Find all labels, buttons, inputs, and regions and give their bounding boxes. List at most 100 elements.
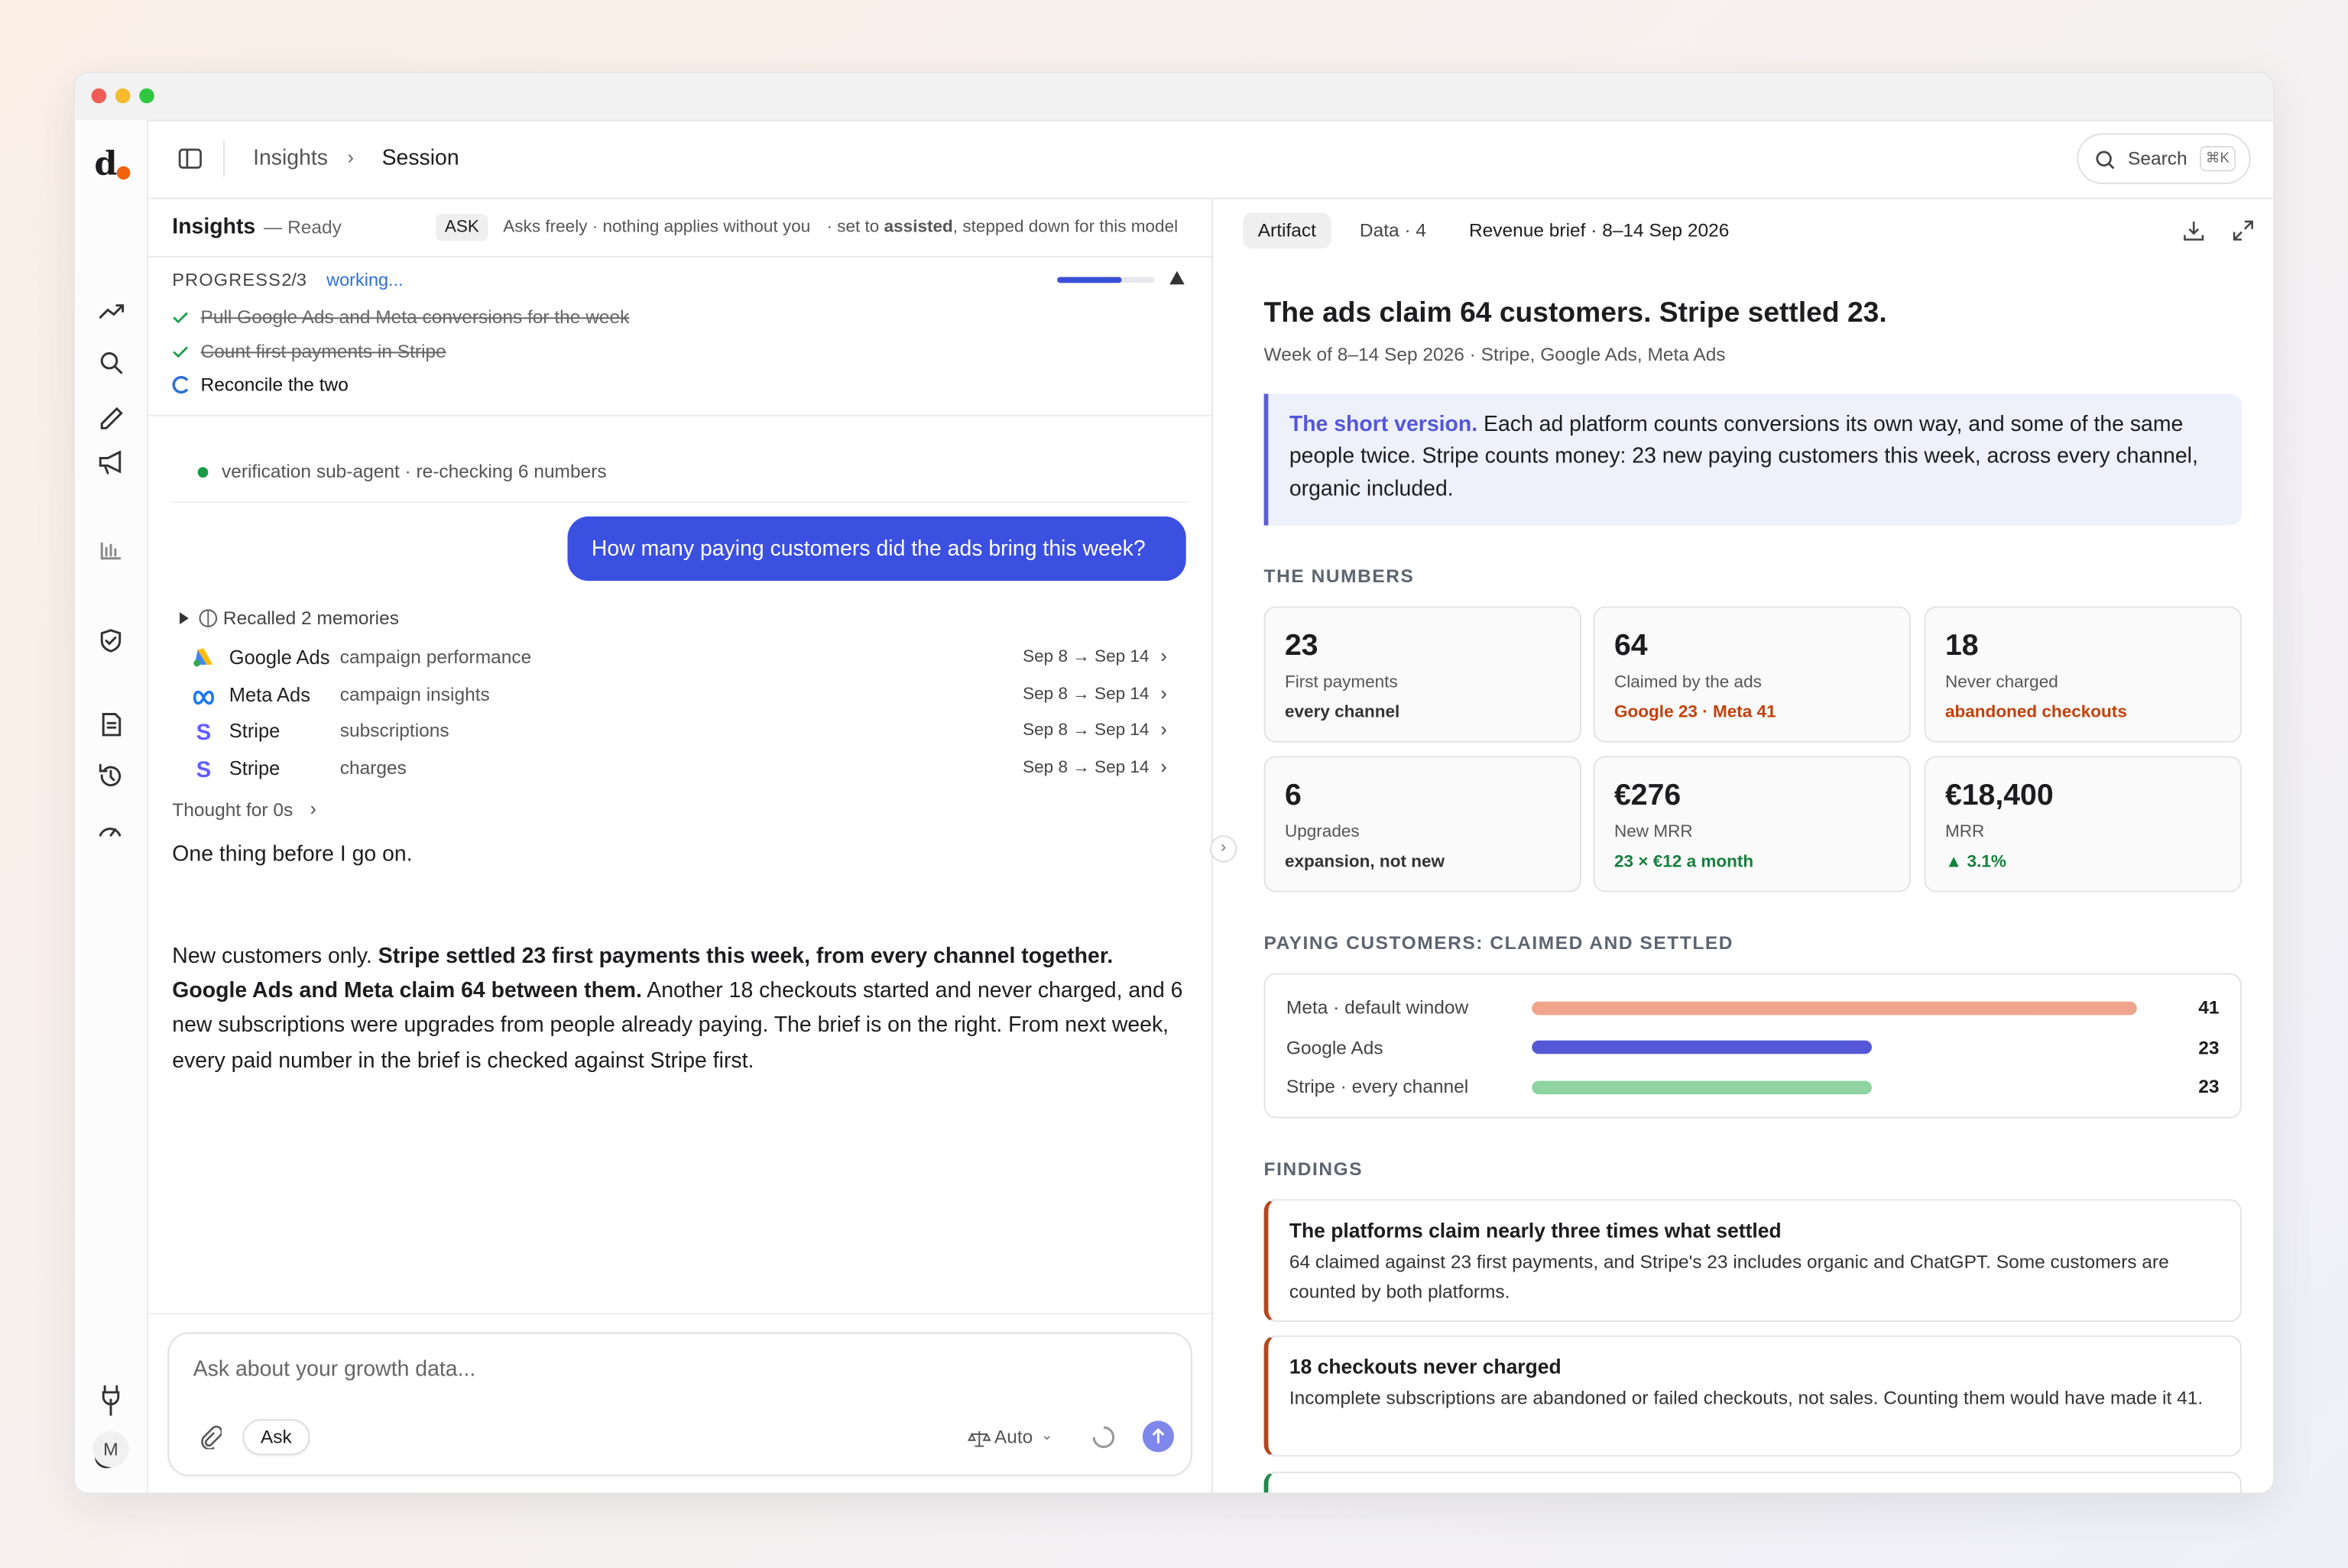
metric-card: 6 Upgrades expansion, not new: [1263, 756, 1581, 893]
search-label: Search: [2127, 147, 2187, 170]
title-bar: [74, 73, 2274, 121]
source-icon: [192, 645, 216, 669]
finding-card: 18 checkouts never charged Incomplete sub…: [1263, 1335, 2242, 1457]
icon-plug[interactable]: [102, 1385, 120, 1416]
user-message: How many paying customers did the ads br…: [567, 516, 1186, 582]
divider: [148, 414, 1211, 416]
send-button[interactable]: [1142, 1421, 1174, 1453]
avatar[interactable]: M: [92, 1430, 129, 1467]
expand-arrow[interactable]: [180, 612, 189, 624]
finding-title: 18 checkouts never charged: [1289, 1356, 1562, 1378]
icon-charts[interactable]: [100, 542, 122, 560]
separator: [222, 141, 225, 177]
section-heading: THE NUMBERS: [1263, 565, 1415, 587]
thought[interactable]: Thought for 0s: [172, 799, 294, 821]
metric-note: ▲ 3.1%: [1944, 853, 2006, 872]
icon-search[interactable]: [100, 352, 118, 370]
minimize-dot[interactable]: [115, 88, 131, 104]
icon-trends[interactable]: [99, 304, 125, 319]
collapse-toggle[interactable]: ›: [1210, 835, 1237, 863]
source-name[interactable]: Google Ads: [229, 646, 330, 669]
icon-history[interactable]: [99, 763, 122, 787]
crumb-separator: ›: [347, 146, 355, 169]
panel-toggle[interactable]: [178, 148, 202, 169]
source-name[interactable]: Stripe: [229, 719, 281, 743]
icon-shield[interactable]: [100, 629, 122, 653]
chevron: ›: [310, 797, 317, 820]
progress-step: Reconcile the two: [200, 374, 349, 396]
chevron[interactable]: ›: [1160, 681, 1167, 704]
text-run: New customers only.: [172, 944, 378, 969]
chevron[interactable]: ›: [1160, 718, 1167, 741]
progress-label: PROGRESS: [172, 269, 281, 291]
section-heading: PAYING CUSTOMERS: CLAIMED AND SETTLED: [1263, 932, 1734, 954]
memories[interactable]: Recalled 2 memories: [222, 607, 399, 629]
progress-state: working...: [326, 269, 404, 291]
source-name[interactable]: Stripe: [229, 756, 281, 779]
svg-text:S: S: [196, 756, 212, 779]
source-icon: S: [192, 756, 216, 782]
loading-spinner: [1091, 1425, 1115, 1449]
finding-text: 64 claimed against 23 first payments, an…: [1289, 1251, 2169, 1302]
metric-value: 6: [1284, 779, 1302, 812]
metric-value: 18: [1944, 629, 1979, 663]
window: d M Insights › Session Search ⌘K Insight…: [73, 72, 2275, 1495]
brief-name: Revenue brief · 8–14 Sep 2026: [1468, 219, 1730, 241]
chevron[interactable]: ›: [1160, 755, 1167, 778]
attach-icon: [198, 1425, 223, 1450]
text-run: · set to: [826, 219, 884, 237]
crumb[interactable]: Insights: [253, 146, 329, 171]
icon-gauge[interactable]: [99, 828, 122, 837]
progress-count: 2/3: [281, 269, 307, 291]
bar: [1532, 1000, 2137, 1015]
icon-campaigns[interactable]: [99, 450, 122, 475]
logo-dot: [116, 166, 131, 180]
metric-value: 64: [1613, 629, 1648, 663]
maximize-dot[interactable]: [139, 88, 154, 104]
source-icon: S: [192, 719, 216, 745]
crumb: Session: [381, 146, 459, 171]
agent-status: verification sub-agent · re-checking 6 n…: [221, 461, 607, 482]
scale-icon: [968, 1427, 991, 1450]
select-chevron: ⌄: [1040, 1427, 1054, 1444]
source-icon: [192, 682, 216, 706]
metric-note: Google 23 · Meta 41: [1613, 703, 1776, 722]
text-run: assisted: [884, 219, 953, 237]
source-detail: campaign insights: [339, 683, 490, 705]
icon-docs[interactable]: [102, 713, 122, 737]
mode-button[interactable]: Ask: [242, 1419, 310, 1456]
user-message-text: How many paying customers did the ads br…: [591, 536, 1146, 561]
metric-value: €276: [1613, 779, 1682, 812]
bar-label: Stripe · every channel: [1286, 1076, 1469, 1098]
tab[interactable]: Data · 4: [1359, 219, 1427, 241]
source-detail: charges: [339, 756, 407, 779]
mode-badge[interactable]: ASK: [436, 214, 488, 241]
bar-chart: Meta · default window 41 Google Ads 23 Strip…: [1263, 973, 2242, 1119]
tab[interactable]: Artifact: [1243, 212, 1331, 249]
brief-title: The ads claim 64 customers. Stripe settl…: [1263, 297, 1887, 330]
bar-value: 41: [2198, 996, 2220, 1019]
mode-setting: · set to assisted, stepped down for this…: [826, 219, 1178, 237]
mode-note: Asks freely · nothing applies without yo…: [503, 219, 811, 237]
chevron[interactable]: ›: [1160, 644, 1167, 667]
search-box[interactable]: Search ⌘K: [2077, 133, 2251, 184]
close-dot[interactable]: [91, 88, 107, 104]
source-name[interactable]: Meta Ads: [229, 682, 310, 705]
bar-value: 23: [2198, 1076, 2220, 1098]
composer[interactable]: Ask about your growth data... Ask Auto ⌄: [167, 1332, 1192, 1476]
metric-card: 23 First payments every channel: [1263, 606, 1581, 743]
divider: [172, 501, 1188, 504]
pane-title: Insights: [172, 215, 256, 240]
search-icon: [2096, 151, 2115, 170]
collapse-progress[interactable]: [1169, 271, 1185, 285]
progress-step: Count first payments in Stripe: [200, 340, 446, 362]
model-select[interactable]: Auto: [994, 1427, 1033, 1448]
progress-step: Pull Google Ads and Meta conversions for…: [200, 306, 630, 329]
source-range: Sep 8 → Sep 14: [1023, 721, 1150, 740]
text-run: , stepped down for this model: [952, 219, 1179, 237]
finding-card: The platforms claim nearly three times w…: [1263, 1199, 2242, 1322]
metric-value: €18,400: [1944, 779, 2054, 812]
icon-edit[interactable]: [100, 407, 123, 429]
metric-card: €18,400 MRR ▲ 3.1%: [1924, 756, 2242, 893]
callout-lead: The short version.: [1289, 413, 1478, 438]
